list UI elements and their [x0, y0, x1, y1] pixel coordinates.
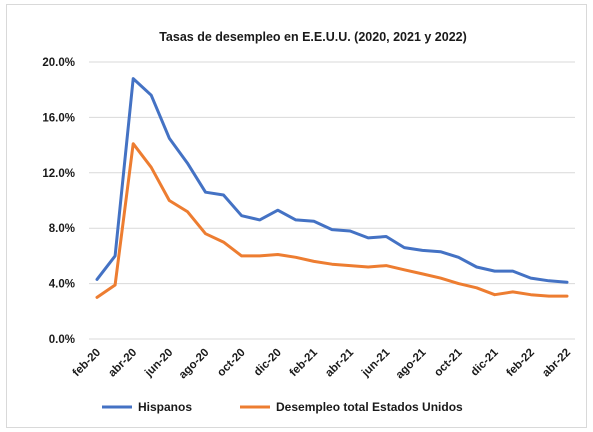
y-tick-label: 0.0% [49, 334, 75, 346]
series-line-hispanos [95, 77, 569, 284]
x-tick-label: abr-21 [323, 346, 356, 379]
x-tick-label: feb-22 [505, 347, 537, 379]
y-tick-label: 8.0% [49, 223, 75, 235]
chart-title: Tasas de desempleo en E.E.U.U. (2020, 20… [159, 30, 467, 44]
y-tick-label: 20.0% [42, 57, 75, 69]
x-axis-ticks: feb-20 abr-20 jun-20 ago-20 oct-20 dic-20 feb-… [71, 346, 573, 381]
gridlines [89, 61, 575, 340]
x-tick-label: feb-21 [288, 346, 321, 379]
x-tick-label: abr-22 [540, 347, 573, 380]
x-tick-label: feb-20 [71, 347, 103, 379]
legend-label: Hispanos [138, 400, 192, 414]
x-tick-label: abr-20 [106, 347, 139, 380]
y-tick-label: 16.0% [42, 112, 75, 124]
x-tick-label: jun-20 [142, 347, 175, 380]
chart-frame: Tasas de desempleo en E.E.U.U. (2020, 20… [6, 4, 587, 428]
x-tick-label: oct-20 [215, 347, 247, 379]
legend: Hispanos Desempleo total Estados Unidos [102, 400, 463, 414]
x-tick-label: dic-20 [252, 347, 284, 379]
y-axis-ticks: 0.0% 4.0% 8.0% 12.0% 16.0% 20.0% [42, 57, 75, 346]
y-tick-label: 4.0% [49, 279, 75, 291]
legend-label: Desempleo total Estados Unidos [276, 400, 463, 414]
x-tick-label: jun-21 [359, 346, 393, 380]
x-tick-label: dic-21 [469, 346, 501, 378]
series-lines [95, 77, 569, 299]
x-tick-label: ago-20 [177, 347, 212, 382]
series-line-desempleo-total-estados-unidos [95, 142, 569, 299]
line-chart: Tasas de desempleo en E.E.U.U. (2020, 20… [42, 30, 575, 414]
x-tick-label: ago-21 [394, 346, 429, 381]
y-tick-label: 12.0% [42, 168, 75, 180]
x-tick-label: oct-21 [432, 346, 465, 379]
